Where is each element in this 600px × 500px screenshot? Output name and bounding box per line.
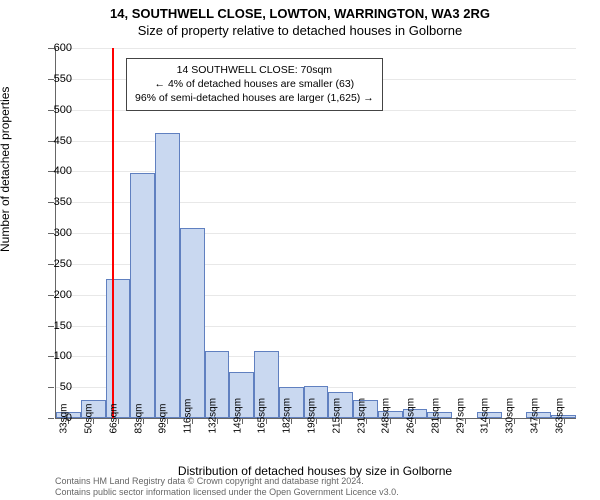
footer-attribution: Contains HM Land Registry data © Crown c…	[55, 476, 575, 498]
footer-line1: Contains HM Land Registry data © Crown c…	[55, 476, 575, 487]
y-tick-label: 450	[42, 135, 72, 147]
y-tick-label: 600	[42, 42, 72, 54]
histogram-bar	[155, 133, 180, 418]
gridline	[56, 48, 576, 49]
y-tick-label: 400	[42, 165, 72, 177]
y-tick-label: 550	[42, 73, 72, 85]
histogram-bar	[106, 279, 131, 418]
y-tick-label: 350	[42, 196, 72, 208]
annotation-line2: ← 4% of detached houses are smaller (63)	[135, 77, 374, 91]
y-axis-title: Number of detached properties	[0, 222, 12, 252]
histogram-bar	[180, 228, 205, 418]
y-tick-label: 300	[42, 227, 72, 239]
annotation-box: 14 SOUTHWELL CLOSE: 70sqm← 4% of detache…	[126, 58, 383, 111]
gridline	[56, 141, 576, 142]
y-tick-label: 250	[42, 258, 72, 270]
plot-area: 14 SOUTHWELL CLOSE: 70sqm← 4% of detache…	[55, 48, 576, 419]
histogram-bar	[130, 173, 155, 418]
y-tick-label: 500	[42, 104, 72, 116]
y-tick-label: 200	[42, 289, 72, 301]
chart-title-address: 14, SOUTHWELL CLOSE, LOWTON, WARRINGTON,…	[0, 0, 600, 21]
footer-line2: Contains public sector information licen…	[55, 487, 575, 498]
chart-title-subtitle: Size of property relative to detached ho…	[0, 21, 600, 38]
histogram-chart: 14, SOUTHWELL CLOSE, LOWTON, WARRINGTON,…	[0, 0, 600, 500]
y-tick-label: 100	[42, 350, 72, 362]
y-tick-label: 150	[42, 320, 72, 332]
annotation-line1: 14 SOUTHWELL CLOSE: 70sqm	[135, 63, 374, 77]
y-tick-label: 50	[42, 381, 72, 393]
annotation-line3: 96% of semi-detached houses are larger (…	[135, 91, 374, 105]
property-marker-line	[112, 48, 114, 418]
